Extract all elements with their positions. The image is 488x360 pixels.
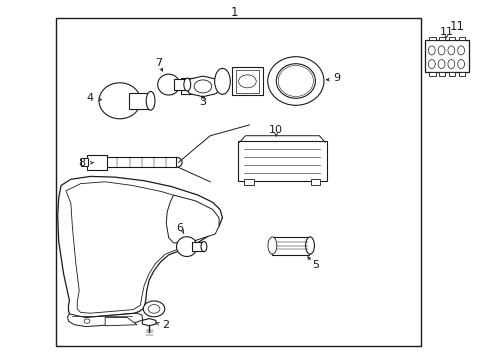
Bar [428, 37, 435, 40]
Text: 11: 11 [439, 27, 452, 37]
Bar [438, 37, 445, 40]
Circle shape [238, 75, 256, 88]
Circle shape [143, 301, 164, 317]
FancyBboxPatch shape [237, 141, 326, 181]
Ellipse shape [267, 237, 276, 254]
Ellipse shape [146, 91, 155, 110]
Polygon shape [142, 319, 156, 326]
Polygon shape [58, 176, 222, 318]
Circle shape [84, 319, 90, 323]
Bar [236, 70, 258, 93]
Text: 2: 2 [162, 320, 168, 330]
Bar [86, 155, 107, 170]
Ellipse shape [437, 59, 444, 68]
Ellipse shape [214, 68, 230, 94]
Text: 7: 7 [155, 58, 162, 68]
Text: 4: 4 [87, 93, 94, 103]
Bar [425, 40, 468, 72]
Text: 9: 9 [332, 73, 339, 84]
Bar [458, 37, 464, 40]
Ellipse shape [278, 66, 313, 96]
Ellipse shape [176, 237, 197, 256]
Circle shape [194, 80, 211, 93]
Ellipse shape [276, 64, 315, 98]
Bar [310, 179, 320, 185]
Bar [191, 242, 203, 251]
Polygon shape [166, 195, 219, 243]
Text: 8: 8 [79, 158, 85, 168]
Bar [438, 72, 445, 76]
Bar [272, 237, 308, 255]
Ellipse shape [437, 46, 444, 55]
Text: 6: 6 [176, 222, 183, 233]
Ellipse shape [267, 57, 323, 105]
Ellipse shape [157, 74, 179, 95]
Ellipse shape [427, 59, 434, 68]
Ellipse shape [447, 46, 454, 55]
Circle shape [148, 305, 160, 313]
Polygon shape [184, 76, 221, 97]
Bar [105, 157, 176, 167]
Bar [181, 78, 205, 94]
Ellipse shape [99, 83, 141, 119]
Bar [128, 93, 150, 109]
Text: 11: 11 [449, 21, 464, 33]
Polygon shape [66, 182, 211, 313]
Bar [448, 72, 454, 76]
Text: 1: 1 [230, 6, 238, 19]
Ellipse shape [201, 242, 206, 252]
Polygon shape [67, 313, 142, 327]
Bar [81, 158, 87, 166]
Ellipse shape [457, 59, 464, 68]
Ellipse shape [457, 46, 464, 55]
Bar [448, 37, 454, 40]
Bar [428, 72, 435, 76]
Ellipse shape [305, 237, 314, 254]
Text: 3: 3 [199, 96, 206, 107]
Polygon shape [105, 318, 137, 326]
Bar [232, 67, 262, 95]
Ellipse shape [183, 78, 190, 91]
Bar [458, 72, 464, 76]
Text: 10: 10 [269, 125, 283, 135]
Ellipse shape [447, 59, 454, 68]
Bar [56, 18, 420, 346]
Bar [244, 179, 254, 185]
Bar [173, 79, 187, 90]
Ellipse shape [427, 46, 434, 55]
Text: 5: 5 [311, 260, 318, 270]
